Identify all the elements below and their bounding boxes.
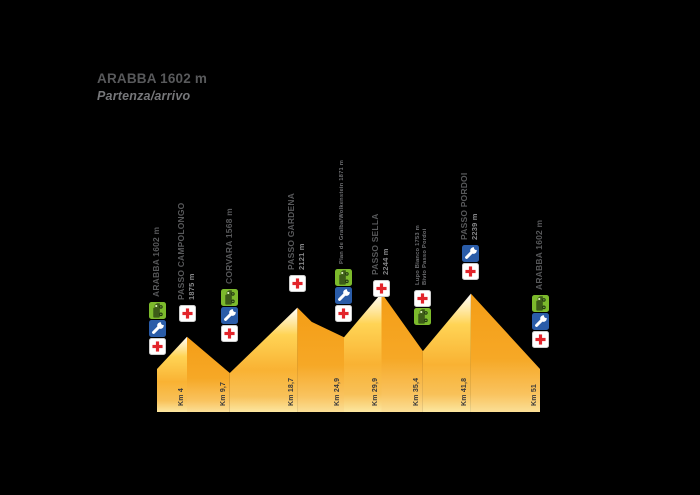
km-marker-km-4: Km 4 xyxy=(177,388,185,406)
station-name: ARABBA 1602 m xyxy=(533,219,544,290)
profile-segment-climb-2 xyxy=(229,307,298,412)
mechanic-station-icon xyxy=(335,287,353,304)
food-truck-icon xyxy=(225,290,236,305)
refreshment-station-icon xyxy=(531,295,549,312)
wrench-icon xyxy=(151,320,165,334)
food-truck-icon xyxy=(535,296,546,311)
station-name: PASSO SELLA xyxy=(370,213,381,275)
medical-station-icon xyxy=(148,338,166,355)
refreshment-station-icon xyxy=(221,289,239,306)
station-elevation: 2121 m xyxy=(296,243,306,270)
profile-segment-descent-5 xyxy=(381,293,423,412)
km-marker-km-51: Km 51 xyxy=(530,383,538,406)
red-cross-icon xyxy=(292,278,303,289)
profile-segment-descent-1 xyxy=(187,336,230,412)
mechanic-station-icon xyxy=(462,245,480,262)
red-cross-icon xyxy=(151,341,163,352)
medical-station-icon xyxy=(288,275,306,292)
red-cross-icon xyxy=(534,334,546,345)
station-label-passo-campolongo: PASSO CAMPOLONGO 1875 m xyxy=(176,203,197,301)
profile-segment-climb-4 xyxy=(344,293,382,412)
red-cross-icon xyxy=(376,283,387,294)
station-name: Plan de Gralba/Wolkenstein 1871 m xyxy=(339,159,346,264)
station-label-passo-gardena: PASSO GARDENA 2121 m xyxy=(286,193,307,270)
medical-station-icon xyxy=(462,263,480,280)
station-name: ARABBA 1602 m xyxy=(150,226,161,297)
station-name: CORVARA 1568 m xyxy=(223,208,234,284)
station-label-corvara-1568-m: CORVARA 1568 m xyxy=(224,208,235,284)
medical-station-icon xyxy=(335,305,353,322)
page-subtitle: Partenza/arrivo xyxy=(97,89,191,103)
mechanic-station-icon xyxy=(148,320,166,337)
station-label-passo-sella: PASSO SELLA 2244 m xyxy=(370,213,391,275)
station-elevation: 2244 m xyxy=(380,248,390,275)
station-label-arabba-1602-m: ARABBA 1602 m xyxy=(151,227,162,297)
km-marker-km-18-7: Km 18,7 xyxy=(287,377,295,406)
page-title: ARABBA 1602 m xyxy=(97,71,208,86)
red-cross-icon xyxy=(417,293,428,304)
km-marker-km-29-9: Km 29,9 xyxy=(372,377,380,406)
profile-segment-descent-3 xyxy=(297,307,344,412)
wrench-icon xyxy=(338,287,352,301)
profile-segment-climb-0 xyxy=(157,336,187,412)
medical-station-icon xyxy=(414,290,432,307)
station-elevation: 1875 m xyxy=(186,273,196,300)
red-cross-icon xyxy=(224,328,235,339)
red-cross-icon xyxy=(338,308,350,319)
station-label-plan-de-gralba-wolkenstein-1871-m: Plan de Gralba/Wolkenstein 1871 m xyxy=(339,160,346,264)
wrench-icon xyxy=(465,245,479,259)
station-name: PASSO PORDOI xyxy=(459,172,470,240)
refreshment-station-icon xyxy=(148,302,166,319)
food-truck-icon xyxy=(339,270,350,285)
medical-station-icon xyxy=(373,280,391,297)
refreshment-station-icon xyxy=(414,308,432,325)
station-name: Lupo Bianco 1753 m xyxy=(414,225,421,285)
mechanic-station-icon xyxy=(221,307,239,324)
km-marker-km-9-7: Km 9,7 xyxy=(220,381,228,406)
profile-segment-climb-6 xyxy=(422,293,471,412)
red-cross-icon xyxy=(181,308,193,319)
red-cross-icon xyxy=(465,266,476,277)
station-elevation: Bivio Passo Pordoi xyxy=(421,228,428,285)
station-name: PASSO CAMPOLONGO xyxy=(175,202,186,301)
km-marker-km-41-8: Km 41,8 xyxy=(461,377,469,406)
station-label-lupo-bianco-1753-m: Lupo Bianco 1753 m Bivio Passo Pordoi xyxy=(415,225,429,285)
profile-segment-descent-7 xyxy=(470,293,540,412)
station-name: PASSO GARDENA xyxy=(285,192,296,270)
medical-station-icon xyxy=(178,305,196,322)
food-truck-icon xyxy=(152,303,163,318)
wrench-icon xyxy=(224,307,238,321)
km-marker-km-24-9: Km 24,9 xyxy=(334,377,342,406)
station-elevation: 2239 m xyxy=(469,213,479,240)
station-label-arabba-1602-m: ARABBA 1602 m xyxy=(534,220,545,290)
km-marker-km-35-4: Km 35,4 xyxy=(413,377,421,406)
refreshment-station-icon xyxy=(335,269,353,286)
food-truck-icon xyxy=(418,309,429,324)
medical-station-icon xyxy=(531,331,549,348)
station-label-passo-pordoi: PASSO PORDOI 2239 m xyxy=(459,173,480,240)
medical-station-icon xyxy=(221,325,239,342)
wrench-icon xyxy=(534,313,548,327)
mechanic-station-icon xyxy=(531,313,549,330)
